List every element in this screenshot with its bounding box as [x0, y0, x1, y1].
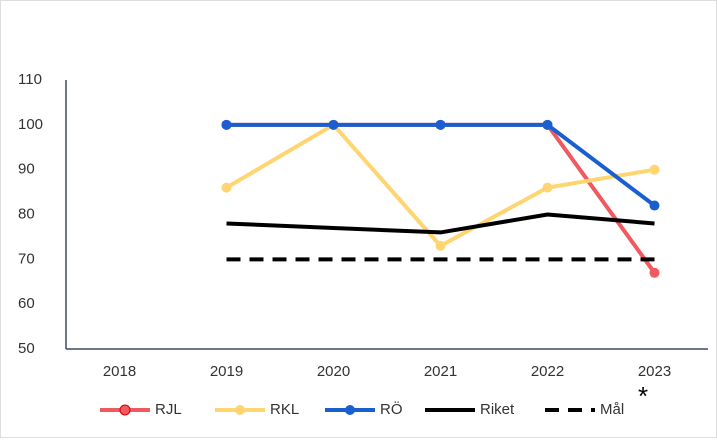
- point: [542, 182, 553, 193]
- legend-label: RÖ: [380, 400, 403, 418]
- y-tick-label: 50: [18, 340, 35, 357]
- point: [435, 240, 446, 251]
- y-tick-label: 100: [18, 116, 43, 133]
- point: [221, 119, 232, 130]
- point: [649, 200, 660, 211]
- y-tick-label: 110: [18, 71, 42, 88]
- legend-marker: [345, 405, 355, 415]
- point: [542, 119, 553, 130]
- x-tick-label: 2018: [103, 363, 136, 380]
- point: [649, 267, 660, 278]
- y-tick-label: 60: [18, 295, 35, 312]
- x-tick-label: 2020: [317, 363, 350, 380]
- series-line: [226, 212, 655, 235]
- x-tick-label: 2022: [531, 363, 564, 380]
- legend-label: RKL: [270, 401, 299, 418]
- legend-marker: [119, 404, 131, 416]
- point: [328, 119, 339, 130]
- legend-label: Riket: [480, 401, 515, 418]
- x-tick-label: 2021: [424, 363, 457, 380]
- x-tick-label: 2019: [210, 363, 243, 380]
- point: [649, 164, 660, 175]
- point: [435, 119, 446, 130]
- legend-label: RJL: [155, 401, 182, 418]
- legend-label: Mål: [600, 401, 624, 418]
- y-tick-label: 80: [18, 205, 35, 222]
- point: [221, 182, 232, 193]
- annotation: *: [638, 381, 648, 411]
- y-tick-label: 70: [18, 250, 35, 267]
- x-tick-label: 2023: [638, 363, 671, 380]
- legend-marker: [235, 405, 245, 415]
- y-tick-label: 90: [18, 161, 35, 178]
